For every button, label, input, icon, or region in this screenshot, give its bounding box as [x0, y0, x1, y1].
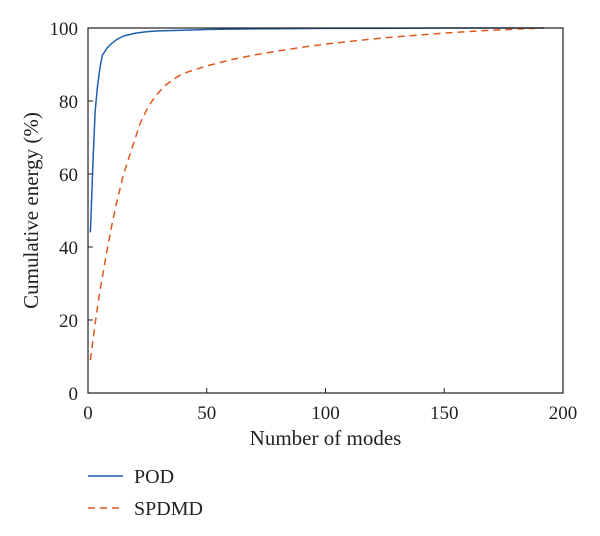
- x-tick-label: 200: [549, 403, 578, 424]
- y-tick-label: 80: [59, 92, 78, 113]
- legend-label-spdmd: SPDMD: [134, 498, 203, 520]
- plot-lines: [89, 27, 545, 361]
- plot-frame: [87, 27, 564, 394]
- y-axis-ticks: 0 20 40 60 80 100: [50, 19, 93, 405]
- y-axis-label: Cumulative energy (%): [19, 112, 43, 309]
- legend: POD SPDMD: [88, 466, 203, 520]
- series-line-spdmd: [89, 27, 545, 361]
- x-axis-label: Number of modes: [250, 426, 402, 450]
- series-line-pod: [89, 27, 544, 233]
- y-tick-label: 100: [50, 19, 79, 40]
- y-tick-label: 60: [59, 165, 78, 186]
- x-tick-label: 50: [197, 403, 216, 424]
- y-tick-label: 0: [69, 384, 79, 405]
- x-tick-label: 0: [83, 403, 93, 424]
- x-tick-label: 150: [430, 403, 459, 424]
- x-axis-ticks: 0 50 100 150 200: [83, 388, 577, 424]
- y-tick-label: 20: [59, 311, 78, 332]
- legend-label-pod: POD: [134, 466, 174, 488]
- y-tick-label: 40: [59, 238, 78, 259]
- x-tick-label: 100: [311, 403, 340, 424]
